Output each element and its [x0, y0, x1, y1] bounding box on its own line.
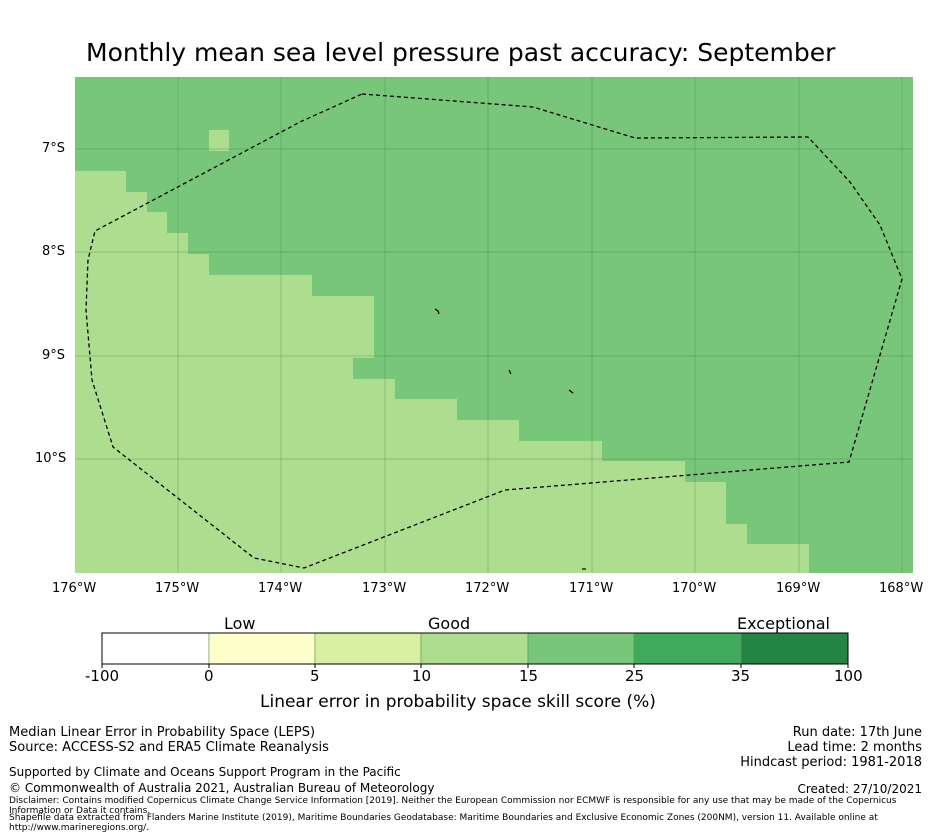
lon-tick-label: 171°W — [569, 581, 614, 596]
colorbar-segment — [527, 632, 635, 665]
lon-tick-label: 170°W — [672, 581, 717, 596]
colorbar-tick-label: -100 — [85, 667, 120, 685]
colorbar-category-exceptional: Exceptional — [737, 614, 830, 633]
graticule — [75, 77, 913, 573]
lon-tick-label: 173°W — [362, 581, 407, 596]
created-date: Created: 27/10/2021 — [797, 782, 922, 796]
hindcast-period: Hindcast period: 1981-2018 — [740, 755, 922, 770]
colorbar-segment — [208, 632, 316, 665]
colorbar-outline — [101, 632, 849, 665]
colorbar-tick-label: 10 — [412, 667, 432, 685]
island-outline — [568, 389, 574, 394]
island-outline — [434, 308, 440, 315]
footer-shapefile-credit: Shapefile data extracted from Flanders M… — [9, 813, 878, 833]
lat-tick-label: 10°S — [35, 451, 67, 466]
colorbar-title: Linear error in probability space skill … — [260, 692, 656, 712]
eez-boundary — [85, 93, 903, 569]
colorbar — [101, 632, 849, 668]
footer-support: Supported by Climate and Oceans Support … — [9, 765, 401, 779]
footer-disclaimer: Disclaimer: Contains modified Copernicus… — [9, 796, 897, 816]
skill-region-good — [75, 171, 809, 573]
colorbar-segment — [101, 632, 210, 665]
lon-tick-label: 172°W — [465, 581, 510, 596]
colorbar-segment — [420, 632, 529, 665]
run-date: Run date: 17th June — [792, 725, 922, 740]
colorbar-category-good: Good — [428, 614, 471, 633]
lat-tick-label: 7°S — [42, 141, 66, 156]
colorbar-segment — [740, 632, 849, 665]
footer-method: Median Linear Error in Probability Space… — [9, 725, 316, 740]
colorbar-tick-label: 5 — [310, 667, 320, 685]
skill-cell-good — [209, 130, 229, 151]
colorbar-segment — [633, 632, 742, 665]
lon-tick-label: 168°W — [879, 581, 924, 596]
lon-tick-label: 169°W — [776, 581, 821, 596]
lat-tick-label: 9°S — [42, 348, 66, 363]
colorbar-tick-label: 15 — [519, 667, 539, 685]
footer-copyright: © Commonwealth of Australia 2021, Austra… — [9, 781, 435, 795]
colorbar-segment — [314, 632, 422, 665]
colorbar-tick-label: 25 — [625, 667, 645, 685]
colorbar-tick-label: 100 — [834, 667, 863, 685]
lon-tick-label: 174°W — [258, 581, 303, 596]
map-panel — [75, 77, 913, 573]
colorbar-tick-label: 0 — [204, 667, 214, 685]
lead-time: Lead time: 2 months — [787, 740, 922, 755]
colorbar-tick-label: 35 — [731, 667, 751, 685]
colorbar-category-low: Low — [224, 614, 256, 633]
lat-tick-label: 8°S — [42, 244, 66, 259]
island-outline — [508, 369, 512, 375]
map-title: Monthly mean sea level pressure past acc… — [86, 38, 836, 67]
colorbar-tick-marks — [101, 664, 849, 668]
lon-tick-label: 176°W — [52, 581, 97, 596]
lon-tick-label: 175°W — [155, 581, 200, 596]
footer-source: Source: ACCESS-S2 and ERA5 Climate Reana… — [9, 740, 329, 755]
